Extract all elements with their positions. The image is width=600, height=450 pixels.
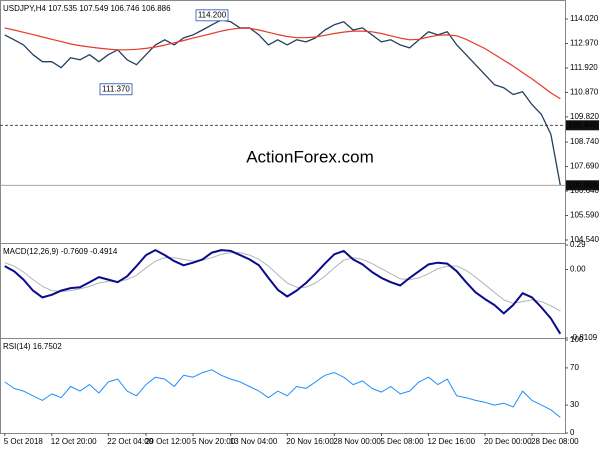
panel-frame (0, 338, 566, 434)
y-tick-label: 0.29 (570, 240, 586, 249)
x-tick-label: 12 Dec 16:00 (427, 437, 475, 446)
panel-title: MACD(12,26,9) -0.7609 -0.4914 (3, 247, 118, 256)
y-tick-label: 112.970 (570, 39, 599, 48)
y-tick-label: 104.540 (570, 235, 599, 244)
x-tick-label: 20 Dec 00:00 (484, 437, 532, 446)
y-tick-label: 109.820 (570, 112, 599, 121)
y-tick-label: 70 (570, 363, 579, 372)
annotation: 114.200 (198, 10, 227, 19)
annotation-box (195, 9, 229, 22)
series-line (4, 19, 561, 186)
x-tick-label: 5 Nov 20:00 (192, 437, 236, 446)
y-tick-label: 108.740 (570, 137, 599, 146)
y-tick-label: 106.640 (570, 186, 599, 195)
y-tick-label: 111.920 (570, 63, 598, 72)
annotation: 111.370 (102, 84, 130, 93)
x-tick-label: 5 Dec 08:00 (380, 437, 424, 446)
level-label-box (566, 120, 599, 131)
y-tick-label: 30 (570, 400, 579, 409)
y-tick-label: -0.8109 (570, 333, 598, 342)
x-tick-label: 22 Oct 04:00 (107, 437, 153, 446)
y-tick-label: 110.870 (570, 88, 599, 97)
x-tick-label: 12 Oct 20:00 (51, 437, 97, 446)
y-tick-label: 107.690 (570, 162, 599, 171)
x-tick-label: 28 Nov 00:00 (333, 437, 381, 446)
y-tick-label: 114.020 (570, 14, 599, 23)
level-label-box (566, 180, 599, 191)
x-tick-label: 13 Nov 04:00 (230, 437, 278, 446)
series-line (4, 369, 561, 418)
series-line (4, 249, 562, 335)
panel-title: USDJPY,H4 107.535 107.549 106.746 106.88… (3, 4, 171, 13)
panel-title: RSI(14) 16.7502 (3, 342, 62, 351)
x-tick-label: 20 Nov 16:00 (286, 437, 334, 446)
series-line (4, 252, 561, 312)
annotation-box (99, 83, 133, 96)
y-tick-label: 100 (570, 335, 584, 344)
watermark: ActionForex.com (246, 147, 374, 166)
series-line (4, 27, 561, 100)
x-tick-label: 28 Dec 08:00 (531, 437, 579, 446)
y-tick-label: 0 (570, 428, 575, 437)
x-tick-label: 29 Oct 12:00 (145, 437, 191, 446)
level-label: 109.460 (568, 120, 597, 129)
y-tick-label: 105.590 (570, 211, 599, 220)
level-label: 106.886 (568, 180, 597, 189)
x-tick-label: 5 Oct 2018 (4, 437, 44, 446)
y-tick-label: 0.00 (570, 265, 586, 274)
